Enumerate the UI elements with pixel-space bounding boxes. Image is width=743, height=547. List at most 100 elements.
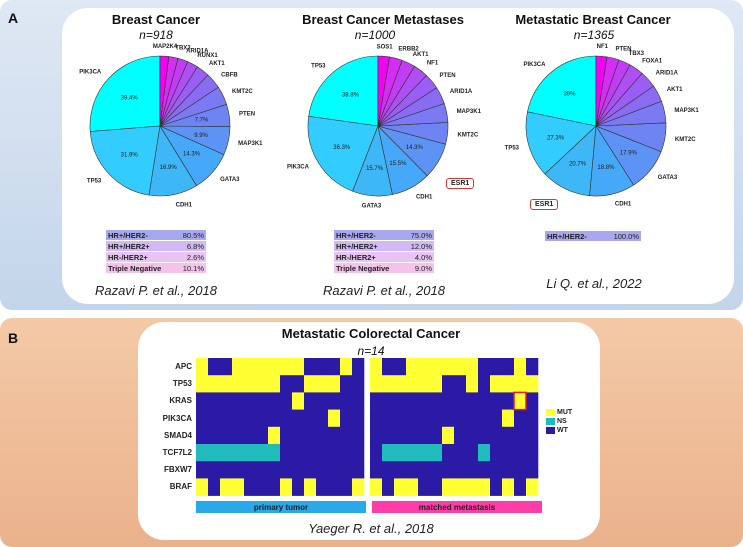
pie-slice-sos1 <box>377 55 390 127</box>
subtype-row: HR+/HER2+ 6.8% <box>106 241 206 251</box>
slice-gene-label: CDH1 <box>615 202 632 208</box>
heatmap-cell <box>196 392 209 410</box>
citation: Li Q. et al., 2022 <box>546 276 642 291</box>
heatmap-cell <box>208 444 221 462</box>
subtype-row: HR+/HER2+ 12.0% <box>334 241 434 251</box>
subtype-table: HR+/HER2- 75.0% HR+/HER2+ 12.0% HR-/HER2+ 4.0… <box>334 230 434 274</box>
subtype-pct: 6.8% <box>186 241 204 251</box>
pie-slice-pik3ca <box>89 55 161 132</box>
heatmap-cell <box>526 444 539 462</box>
pie-slice-tp53 <box>525 111 597 175</box>
heatmap-cell <box>406 444 419 462</box>
pie-slice-nf1 <box>595 55 608 127</box>
heatmap-cell <box>268 409 281 428</box>
heatmap-cell <box>514 478 527 496</box>
heatmap-cell <box>196 358 209 376</box>
chart-title: Metastatic Breast Cancer <box>515 12 671 27</box>
heatmap-cell <box>220 426 233 445</box>
heatmap-cell <box>292 358 305 376</box>
heatmap-cell <box>268 392 281 410</box>
heatmap-cell <box>418 444 431 462</box>
slice-gene-label: ARID1A <box>656 71 679 77</box>
heatmap-cell <box>304 375 317 393</box>
slice-gene-label: TBX3 <box>175 45 191 51</box>
heatmap-cell <box>220 478 233 496</box>
heatmap-cell <box>292 461 305 479</box>
heatmap-cell <box>316 426 329 445</box>
legend-swatch <box>546 409 555 416</box>
heatmap-cell <box>196 444 209 462</box>
heatmap-cell <box>430 461 443 479</box>
heatmap-cell <box>394 478 407 496</box>
heatmap-cell <box>514 426 527 445</box>
slice-gene-label: PIK3CA <box>523 62 546 68</box>
legend-item: WT <box>546 426 572 435</box>
heatmap-cell <box>280 392 293 410</box>
slice-gene-label: NF1 <box>597 44 609 50</box>
heatmap-cell <box>394 409 407 428</box>
legend-swatch <box>546 427 555 434</box>
gene-label-apc: APC <box>175 362 192 371</box>
subtype-label: HR+/HER2+ <box>108 241 150 251</box>
slice-pct-label: 31.9% <box>121 153 139 159</box>
heatmap-cell <box>340 358 353 376</box>
heatmap-cell <box>208 426 221 445</box>
heatmap-cell <box>514 392 527 410</box>
subtype-label: HR+/HER2- <box>108 230 148 240</box>
heatmap-cell <box>244 375 257 393</box>
chart-title: Breast Cancer <box>111 12 201 27</box>
heatmap-cell <box>328 375 341 393</box>
subtype-label: HR+/HER2- <box>547 231 587 241</box>
esr1-highlight-box: ESR1 <box>446 178 475 189</box>
heatmap-cell <box>208 409 221 428</box>
chart-n: n=1365 <box>573 28 615 42</box>
heatmap-cell <box>454 409 467 428</box>
slice-gene-label: MAP2K4 <box>153 44 178 50</box>
heatmap-cell <box>316 358 329 376</box>
heatmap-cell <box>442 426 455 445</box>
chart-title: Breast Cancer Metastases <box>302 12 464 27</box>
subtype-label: Triple Negative <box>108 263 162 273</box>
heatmap-cell <box>352 426 365 445</box>
heatmap-cell <box>466 358 479 376</box>
heatmap-cell <box>220 444 233 462</box>
heatmap-cell <box>316 409 329 428</box>
slice-gene-label: TP53 <box>311 64 326 70</box>
gene-label-smad4: SMAD4 <box>163 430 192 440</box>
slice-gene-label: TP53 <box>505 146 520 152</box>
heatmap-cell <box>442 392 455 410</box>
heatmap-cell <box>454 478 467 496</box>
chart-n: n=14 <box>357 344 385 358</box>
slice-pct-label: 16.9% <box>160 165 178 171</box>
heatmap-cell <box>490 375 503 393</box>
subtype-row: Triple Negative 10.1% <box>106 263 206 273</box>
subtype-row: HR+/HER2- 75.0% <box>334 230 434 240</box>
heatmap-cell <box>394 375 407 393</box>
slice-gene-label: FOXA1 <box>642 59 663 65</box>
heatmap-cell <box>442 358 455 376</box>
heatmap-cell <box>352 444 365 462</box>
heatmap-cell <box>370 358 383 376</box>
heatmap-cell <box>328 392 341 410</box>
heatmap-cell <box>196 478 209 496</box>
slice-gene-label: AKT1 <box>667 87 683 93</box>
heatmap-cell <box>232 375 245 393</box>
heatmap-cell <box>406 409 419 428</box>
heatmap-cell <box>382 478 395 496</box>
heatmap-cell <box>490 461 503 479</box>
heatmap-cell <box>196 426 209 445</box>
heatmap-cell <box>526 409 539 428</box>
slice-pct-label: 15.7% <box>366 166 384 172</box>
heatmap-cell <box>370 461 383 479</box>
heatmap-cell <box>232 478 245 496</box>
heatmap-cell <box>382 409 395 428</box>
pie-slice-tp53 <box>89 125 161 196</box>
slice-pct-label: 39% <box>563 91 576 97</box>
heatmap-cell <box>208 375 221 393</box>
heatmap-cell <box>304 444 317 462</box>
legend-label: NS <box>557 418 567 425</box>
heatmap-cell <box>340 375 353 393</box>
heatmap-cell <box>502 444 515 462</box>
heatmap-cell <box>280 409 293 428</box>
subtype-label: HR-/HER2+ <box>108 252 148 262</box>
